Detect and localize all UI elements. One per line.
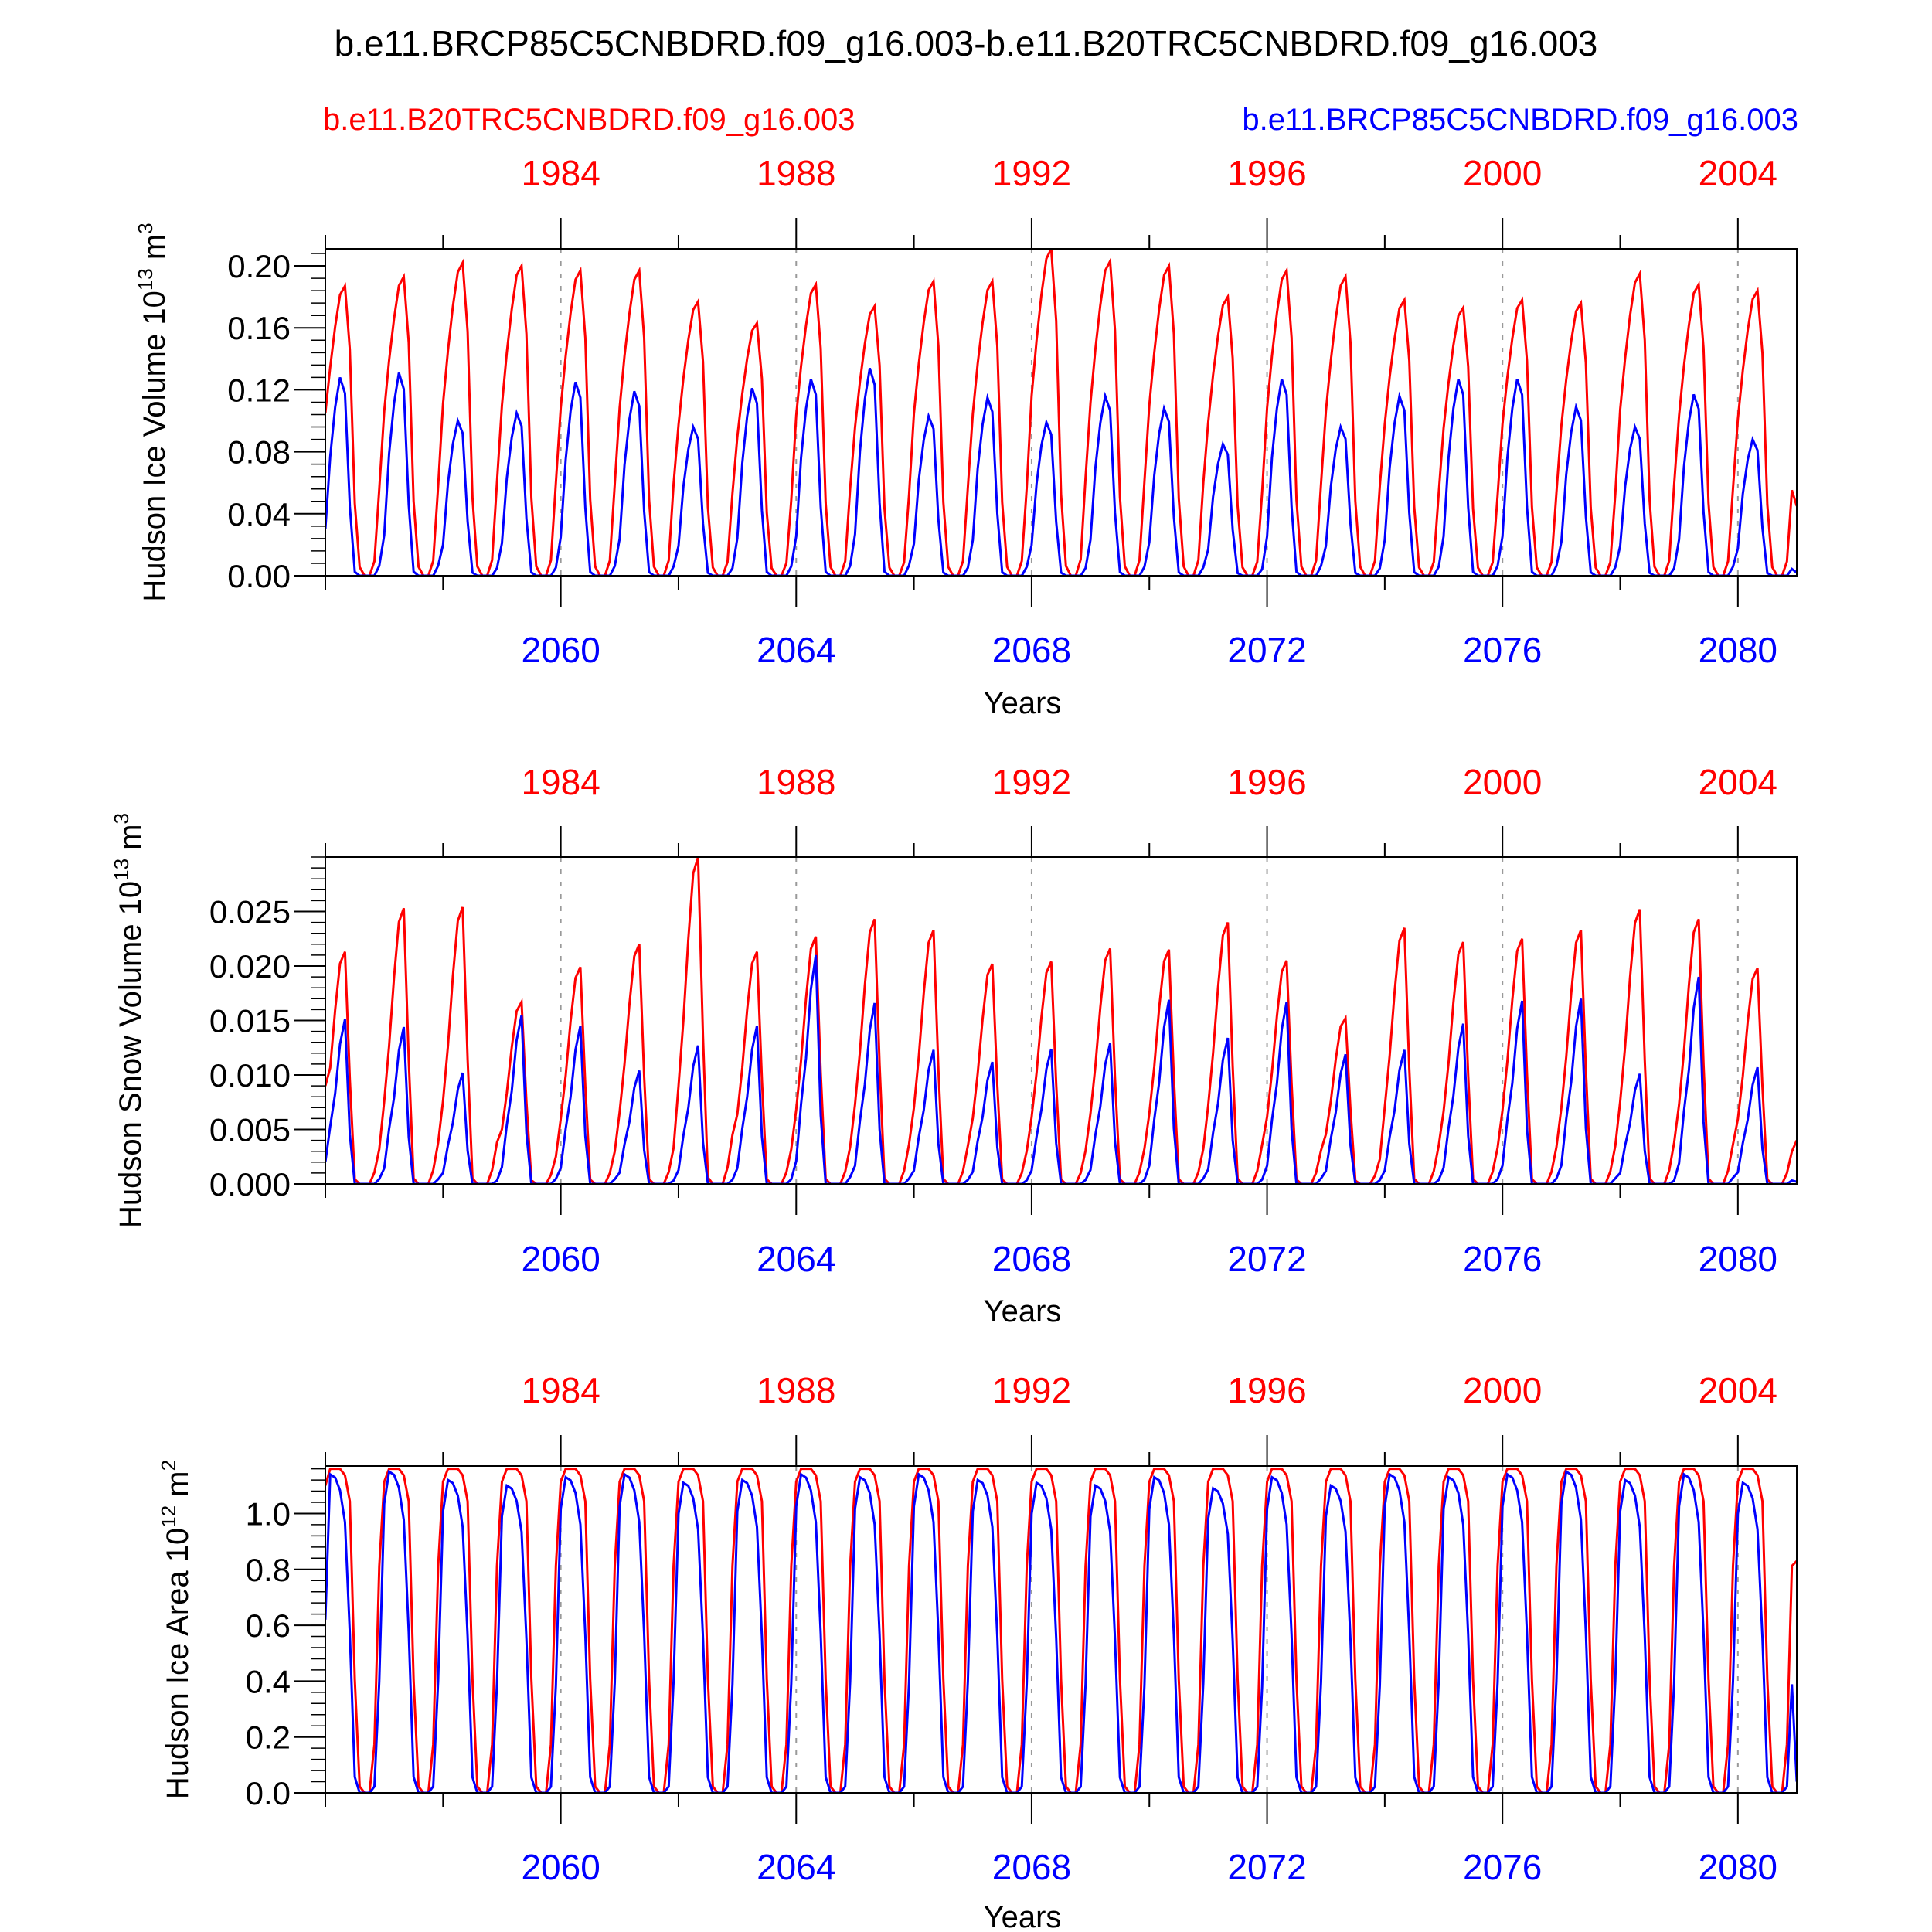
y-tick-label: 0.00 xyxy=(227,558,291,594)
bottom-axis-label: 2064 xyxy=(757,1239,835,1279)
bottom-axis-label: 2060 xyxy=(521,1847,600,1887)
top-axis-label: 2000 xyxy=(1463,762,1542,802)
bottom-axis-label: 2064 xyxy=(757,1847,835,1887)
plot-frame xyxy=(325,248,1798,577)
y-axis-label: Hudson Snow Volume 1013 m3 xyxy=(110,813,148,1228)
panels: 0.00 0.04 0.08 0.12 0.16 0.20 Hudson Ice Volum… xyxy=(110,153,1798,1932)
bottom-axis-label: 2072 xyxy=(1227,1847,1306,1887)
top-axis-label: 1996 xyxy=(1227,762,1306,802)
top-axis-label: 1996 xyxy=(1227,153,1306,193)
bottom-axis-label: 2068 xyxy=(992,1847,1071,1887)
chart-panel-1: 0.00 0.04 0.08 0.12 0.16 0.20 Hudson Ice Volum… xyxy=(134,153,1798,720)
chart-panel-2: 0.000 0.005 0.010 0.015 0.020 0.025 Hudson Sno… xyxy=(110,762,1798,1328)
bottom-axis-label: 2064 xyxy=(757,630,835,670)
x-axis-label: Years xyxy=(984,1900,1062,1932)
plot-frame xyxy=(325,1465,1798,1794)
bottom-axis-label: 2076 xyxy=(1463,630,1542,670)
top-axis-label: 2000 xyxy=(1463,1370,1542,1410)
y-tick-label: 0.000 xyxy=(209,1166,291,1202)
figure-title: b.e11.BRCP85C5CNBDRD.f09_g16.003-b.e11.B… xyxy=(335,23,1598,63)
top-axis-label: 1988 xyxy=(757,762,835,802)
y-tick-label: 0.025 xyxy=(209,894,291,930)
top-axis-label: 1996 xyxy=(1227,1370,1306,1410)
series-line-historical xyxy=(325,248,1797,577)
y-tick-label: 0.6 xyxy=(246,1607,291,1644)
chart-panel-3: 0.0 0.2 0.4 0.6 0.8 1.0 Hudson Ice Area 1012 m… xyxy=(157,1370,1798,1932)
y-tick-label: 1.0 xyxy=(246,1495,291,1532)
y-tick-label: 0.20 xyxy=(227,248,291,284)
series-line-historical xyxy=(325,1468,1797,1794)
legend-future: b.e11.BRCP85C5CNBDRD.f09_g16.003 xyxy=(1242,103,1798,137)
bottom-axis-label: 2080 xyxy=(1699,1847,1777,1887)
bottom-axis-label: 2072 xyxy=(1227,1239,1306,1279)
bottom-axis-label: 2080 xyxy=(1699,1239,1777,1279)
top-axis-label: 1988 xyxy=(757,1370,835,1410)
bottom-axis-label: 2060 xyxy=(521,630,600,670)
x-axis-label: Years xyxy=(984,1294,1062,1328)
top-axis-label: 1988 xyxy=(757,153,835,193)
bottom-axis-label: 2068 xyxy=(992,1239,1071,1279)
y-tick-label: 0.005 xyxy=(209,1112,291,1148)
top-axis-label: 2004 xyxy=(1699,762,1777,802)
y-tick-label: 0.12 xyxy=(227,372,291,408)
y-tick-label: 0.08 xyxy=(227,434,291,471)
top-axis-label: 1984 xyxy=(521,762,600,802)
bottom-axis-label: 2060 xyxy=(521,1239,600,1279)
legend-historical: b.e11.B20TRC5CNBDRD.f09_g16.003 xyxy=(323,103,855,137)
y-tick-label: 0.2 xyxy=(246,1719,291,1756)
x-axis-label: Years xyxy=(984,686,1062,720)
series-line-future xyxy=(325,954,1797,1185)
y-tick-label: 0.8 xyxy=(246,1552,291,1588)
y-tick-label: 0.015 xyxy=(209,1003,291,1039)
y-tick-label: 0.16 xyxy=(227,310,291,346)
top-axis-label: 2004 xyxy=(1699,1370,1777,1410)
y-tick-label: 0.04 xyxy=(227,496,291,532)
top-axis-label: 1992 xyxy=(992,1370,1071,1410)
bottom-axis-label: 2076 xyxy=(1463,1847,1542,1887)
y-tick-label: 0.4 xyxy=(246,1663,291,1699)
bottom-axis-label: 2076 xyxy=(1463,1239,1542,1279)
top-axis-label: 2000 xyxy=(1463,153,1542,193)
top-axis-label: 1984 xyxy=(521,1370,600,1410)
y-tick-label: 0.010 xyxy=(209,1057,291,1094)
top-axis-label: 1992 xyxy=(992,762,1071,802)
series-line-future xyxy=(325,1469,1797,1794)
bottom-axis-label: 2068 xyxy=(992,630,1071,670)
y-axis-label: Hudson Ice Volume 1013 m3 xyxy=(134,223,172,601)
top-axis-label: 1992 xyxy=(992,153,1071,193)
bottom-axis-label: 2072 xyxy=(1227,630,1306,670)
top-axis-label: 2004 xyxy=(1699,153,1777,193)
y-tick-label: 0.0 xyxy=(246,1775,291,1811)
bottom-axis-label: 2080 xyxy=(1699,630,1777,670)
top-axis-label: 1984 xyxy=(521,153,600,193)
y-axis-label: Hudson Ice Area 1012 m2 xyxy=(157,1460,195,1799)
y-tick-label: 0.020 xyxy=(209,948,291,985)
